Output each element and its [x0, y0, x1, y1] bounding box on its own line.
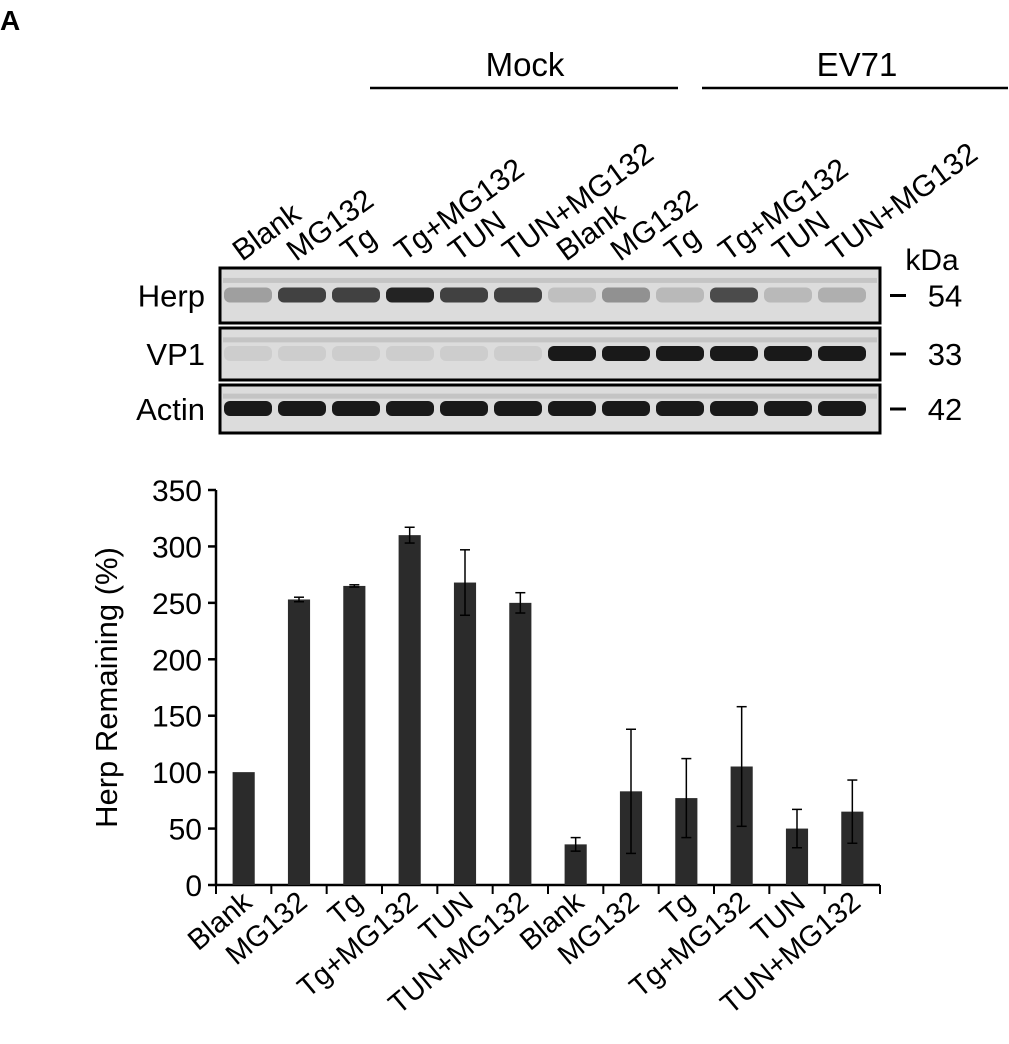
blot-band	[494, 401, 542, 416]
blot-band	[656, 287, 704, 303]
error-bar	[570, 836, 581, 852]
error-bar	[681, 757, 692, 839]
blot-band	[548, 287, 596, 303]
y-tick-label: 50	[169, 814, 202, 847]
y-axis-label: Herp Remaining (%)	[89, 547, 124, 828]
blot-background-band	[223, 337, 877, 343]
blot-band	[278, 346, 326, 361]
blot-band	[386, 346, 434, 361]
y-tick-label: 150	[152, 701, 202, 734]
blot-band	[764, 401, 812, 416]
y-tick-label: 200	[152, 644, 202, 677]
error-bar	[736, 705, 747, 828]
blot-band	[656, 401, 704, 416]
y-tick-label: 300	[152, 531, 202, 564]
blot-band	[710, 346, 758, 361]
blot-band	[224, 401, 272, 416]
blot-band	[440, 346, 488, 361]
blot-band	[818, 287, 866, 303]
error-bar	[792, 808, 802, 849]
bar	[785, 828, 809, 885]
blot-band	[548, 346, 596, 361]
bar	[509, 602, 532, 885]
bar	[398, 535, 421, 885]
blot-background-band	[223, 277, 877, 283]
error-bar	[349, 584, 360, 588]
blot-background-band	[223, 393, 877, 399]
blot-band	[710, 287, 758, 303]
group-label-ev71: EV71	[817, 46, 898, 83]
blot-lane-label: TUN+MG132	[821, 137, 984, 268]
blot-row-actin: Actin 42	[136, 383, 962, 435]
error-bar	[626, 728, 636, 855]
blot-band	[332, 401, 380, 416]
bars	[232, 526, 864, 885]
blot-band	[332, 287, 380, 303]
blot-panels: Herp 54 VP1 33 Actin 42	[136, 266, 962, 435]
y-tick-label: 250	[152, 588, 202, 621]
y-tick-label: 100	[152, 757, 202, 790]
bar	[453, 582, 477, 885]
group-label-mock: Mock	[486, 46, 565, 83]
blot-band	[224, 346, 272, 361]
blot-band	[818, 401, 866, 416]
blot-band	[278, 287, 326, 303]
blot-group-mock: Mock	[370, 46, 678, 90]
marker-label: 54	[928, 279, 962, 314]
blot-band	[494, 346, 542, 361]
blot-band	[494, 287, 542, 303]
blot-band	[602, 401, 650, 416]
blot-band	[278, 401, 326, 416]
blot-row-label: VP1	[146, 337, 205, 372]
blot-band	[764, 346, 812, 361]
y-axis: 0 50 100 150 200 250 300 350	[152, 475, 218, 903]
blot-band	[440, 401, 488, 416]
blot-row-label: Herp	[138, 279, 205, 314]
bar	[675, 798, 698, 885]
error-bar	[404, 526, 415, 544]
bar	[343, 585, 366, 885]
blot-band	[602, 287, 650, 303]
y-tick-label: 350	[152, 475, 202, 508]
bar	[232, 772, 255, 885]
panel-label: A	[0, 5, 20, 36]
blot-row-herp: Herp 54	[138, 266, 962, 325]
bar	[841, 811, 864, 885]
error-bar	[460, 549, 470, 617]
marker-label: 42	[928, 392, 962, 427]
blot-band	[386, 401, 434, 416]
blot-row-vp1: VP1 33	[146, 326, 962, 382]
blot-row-label: Actin	[136, 392, 205, 427]
x-axis	[215, 883, 881, 894]
bar	[564, 844, 587, 885]
blot-band	[386, 287, 434, 303]
blot-band	[710, 401, 758, 416]
error-bar	[515, 591, 526, 614]
blot-band	[764, 287, 812, 303]
blot-band	[818, 346, 866, 361]
bar	[287, 599, 311, 885]
blot-band	[548, 401, 596, 416]
blot-band	[332, 346, 380, 361]
error-bar	[294, 596, 304, 603]
bar-chart: Herp Remaining (%) 0 50 100 150 200 250 300 350…	[89, 475, 881, 1021]
marker-label: 33	[928, 337, 962, 372]
error-bar	[847, 779, 858, 844]
blot-group-ev71: EV71	[702, 46, 1008, 90]
blot-band	[656, 346, 704, 361]
blot-band	[440, 287, 488, 303]
y-tick-label: 0	[185, 870, 202, 903]
blot-band	[224, 287, 272, 303]
blot-band	[602, 346, 650, 361]
kda-label: kDa	[905, 244, 959, 277]
